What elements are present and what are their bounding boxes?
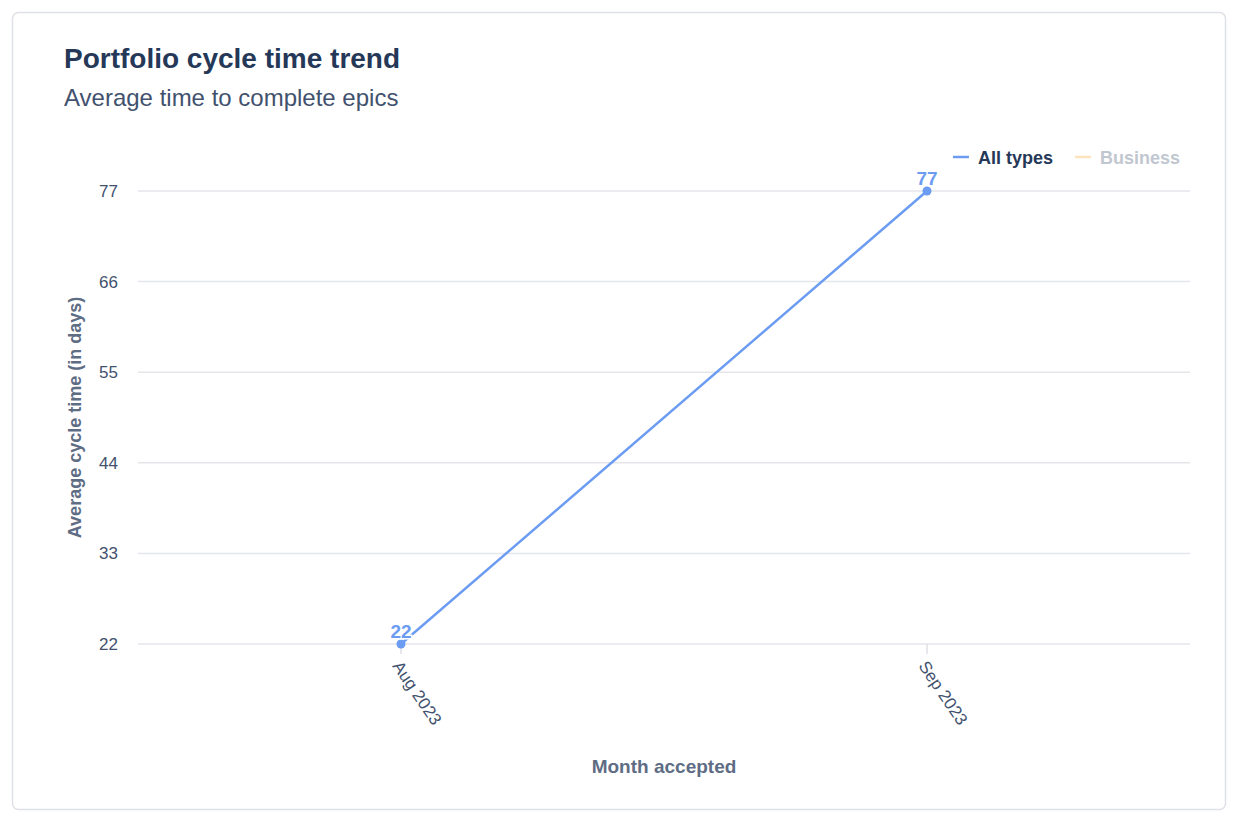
chart-container: Portfolio cycle time trend Average time t… bbox=[0, 0, 1240, 822]
y-tick-label: 44 bbox=[99, 454, 118, 473]
legend-swatch bbox=[1075, 156, 1091, 159]
legend-item: All types bbox=[953, 148, 1053, 168]
y-tick-label: 66 bbox=[99, 273, 118, 292]
legend-item: Business bbox=[1075, 148, 1180, 168]
grid-line bbox=[138, 643, 1190, 645]
data-label: 22 bbox=[390, 621, 411, 642]
legend-label: Business bbox=[1100, 148, 1180, 168]
x-tick bbox=[926, 644, 928, 654]
legend-swatch bbox=[953, 156, 969, 159]
x-tick-label: Sep 2023 bbox=[915, 658, 971, 729]
chart-svg: Portfolio cycle time trend Average time t… bbox=[0, 0, 1240, 822]
subtitle: Average time to complete epics bbox=[64, 84, 398, 111]
data-label: 77 bbox=[916, 168, 937, 189]
series-line bbox=[401, 191, 927, 644]
legend: All types Business bbox=[953, 148, 1180, 168]
y-tick-label: 22 bbox=[99, 635, 118, 654]
y-tick-label: 55 bbox=[99, 363, 118, 382]
legend-label: All types bbox=[978, 148, 1053, 168]
data-labels: 22 77 bbox=[390, 168, 937, 642]
y-tick-label: 33 bbox=[99, 544, 118, 563]
grid-line bbox=[138, 462, 1190, 464]
grid-line bbox=[138, 553, 1190, 555]
title: Portfolio cycle time trend bbox=[64, 43, 400, 74]
plot-marks bbox=[397, 187, 932, 649]
grid-line bbox=[138, 190, 1190, 192]
x-axis-title: Month accepted bbox=[592, 756, 737, 777]
card bbox=[13, 13, 1226, 810]
grid-line bbox=[138, 371, 1190, 373]
y-axis-title: Average cycle time (in days) bbox=[65, 297, 85, 538]
grid-line bbox=[138, 281, 1190, 283]
x-tick-label: Aug 2023 bbox=[389, 658, 445, 729]
y-tick-label: 77 bbox=[99, 182, 118, 201]
